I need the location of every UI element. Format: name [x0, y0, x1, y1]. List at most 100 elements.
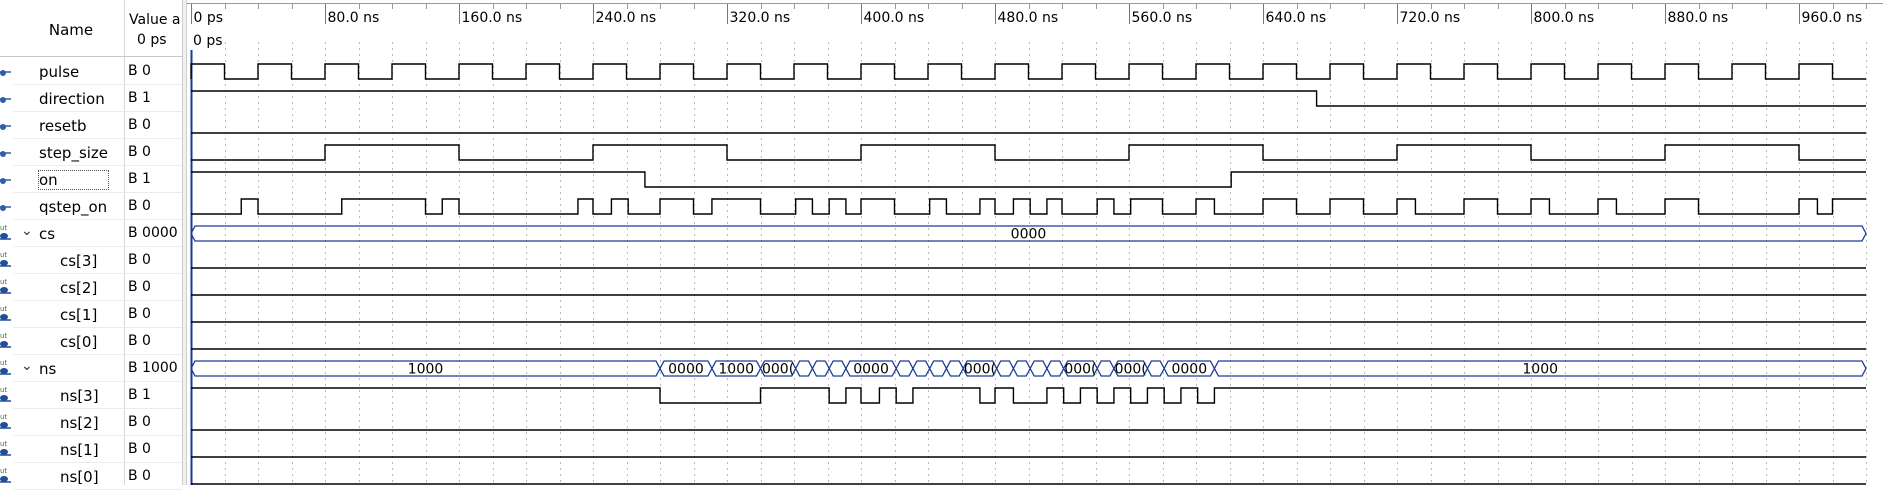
- row-separator: [13, 435, 182, 436]
- output-pin-icon: ut: [0, 409, 12, 436]
- signal-value: B 0: [128, 252, 151, 268]
- row-separator: [13, 462, 182, 463]
- signal-row-pulse[interactable]: pulse B 0: [0, 58, 182, 85]
- time-tick-label: 480.0 ns: [998, 10, 1059, 26]
- time-tick-label: 240.0 ns: [596, 10, 657, 26]
- input-pin-icon: [0, 166, 12, 193]
- signal-name: ns[0]: [60, 468, 99, 486]
- signal-name: cs[2]: [60, 279, 98, 297]
- signal-value: B 0: [128, 117, 151, 133]
- svg-text:ut: ut: [0, 278, 7, 286]
- signal-row-step_size[interactable]: step_size B 0: [0, 139, 182, 166]
- output-pin-icon: ut: [0, 355, 12, 382]
- time-tick-label: 80.0 ns: [328, 10, 380, 26]
- signal-row-cs1[interactable]: ut cs[1] B 0: [0, 301, 182, 328]
- value-column-time: 0 ps: [137, 32, 167, 48]
- signal-name: step_size: [39, 144, 109, 162]
- signal-value: B 0: [128, 279, 151, 295]
- output-pin-icon: ut: [0, 436, 12, 463]
- row-separator: [13, 246, 182, 247]
- expand-chevron-icon[interactable]: ⌄: [21, 223, 33, 239]
- name-column-header[interactable]: Name: [48, 21, 94, 39]
- waveform-canvas[interactable]: 0 ps 80.0 ns 160.0 ns 240.0 ns 320.0 ns 400.0…: [187, 0, 1883, 485]
- row-separator: [13, 354, 182, 355]
- bus-segment: [928, 360, 948, 377]
- time-tick-label: 960.0 ns: [1802, 10, 1863, 26]
- time-tick-label: 880.0 ns: [1668, 10, 1729, 26]
- signal-row-ns[interactable]: ut ⌄ ns B 1000: [0, 355, 182, 382]
- signal-row-ns2[interactable]: ut ns[2] B 0: [0, 409, 182, 436]
- output-pin-icon: ut: [0, 382, 12, 409]
- time-tick-label: 320.0 ns: [730, 10, 791, 26]
- signal-row-on[interactable]: on B 1: [0, 166, 182, 193]
- svg-text:ut: ut: [0, 440, 7, 448]
- signal-row-cs[interactable]: ut ⌄ cs B 0000: [0, 220, 182, 247]
- row-separator: [13, 408, 182, 409]
- bus-segment: [912, 360, 931, 377]
- input-pin-icon: [0, 193, 12, 220]
- signal-value: B 0000: [128, 225, 178, 241]
- signal-row-qstep_on[interactable]: qstep_on B 0: [0, 193, 182, 220]
- signal-value: B 1: [128, 90, 151, 106]
- time-tick-label: 640.0 ns: [1266, 10, 1327, 26]
- bus-value-label: 000(: [762, 362, 794, 378]
- signal-row-ns3[interactable]: ut ns[3] B 1: [0, 382, 182, 409]
- row-separator: [13, 300, 182, 301]
- output-pin-icon: ut: [0, 301, 12, 328]
- signal-row-cs2[interactable]: ut cs[2] B 0: [0, 274, 182, 301]
- signal-name: ns[1]: [60, 441, 99, 459]
- bus-segment: [1096, 360, 1115, 377]
- signal-value: B 0: [128, 441, 151, 457]
- row-separator: [13, 219, 182, 220]
- grid-lines: [225, 42, 1867, 485]
- input-pin-icon: [0, 112, 12, 139]
- signal-name: resetb: [39, 117, 87, 135]
- time-tick-label: 720.0 ns: [1400, 10, 1461, 26]
- bus-value-label: 1000: [718, 362, 754, 378]
- waveform-panel[interactable]: 0 ps 80.0 ns 160.0 ns 240.0 ns 320.0 ns 400.0…: [187, 0, 1883, 485]
- wave-pulse: [190, 63, 1866, 80]
- wave-step_size: [191, 144, 1866, 161]
- signal-row-direction[interactable]: direction B 1: [0, 85, 182, 112]
- bus-segment: [828, 360, 847, 377]
- svg-text:ut: ut: [0, 332, 7, 340]
- signal-name: cs: [39, 225, 56, 243]
- row-separator: [13, 111, 182, 112]
- input-pin-icon: [0, 85, 12, 112]
- column-divider[interactable]: [124, 0, 125, 485]
- signal-row-ns1[interactable]: ut ns[1] B 0: [0, 436, 182, 463]
- output-pin-icon: ut: [0, 463, 12, 490]
- bus-value-label: 0000: [1011, 227, 1047, 243]
- input-pin-icon: [0, 58, 12, 85]
- bus-value-label: 0000: [853, 362, 889, 378]
- signal-value: B 1: [128, 171, 151, 187]
- output-pin-icon: ut: [0, 220, 12, 247]
- signal-value: B 0: [128, 333, 151, 349]
- signal-list-panel: Name Value a 0 ps pulse B 0 direction B 1 re…: [0, 0, 187, 490]
- expand-chevron-icon[interactable]: ⌄: [21, 358, 33, 374]
- signal-row-ns0[interactable]: ut ns[0] B 0: [0, 463, 182, 490]
- bus-value-label: 0000: [668, 362, 704, 378]
- bus-segment: [1213, 360, 1867, 377]
- signal-value: B 0: [128, 414, 151, 430]
- svg-text:ut: ut: [0, 224, 7, 232]
- signal-value: B 1: [128, 387, 151, 403]
- signal-name: ns: [39, 360, 57, 378]
- signal-name: on: [38, 170, 109, 190]
- value-column-header[interactable]: Value a: [129, 12, 181, 28]
- svg-text:ut: ut: [0, 413, 7, 421]
- bus-segment: [1012, 360, 1031, 377]
- bus-value-label: 000(: [1115, 362, 1147, 378]
- signal-row-cs0[interactable]: ut cs[0] B 0: [0, 328, 182, 355]
- signal-waveforms: 0000 1000 0000 1000 000(0000 000(000(000(0000…: [190, 63, 1867, 485]
- bus-segment: [190, 225, 1867, 242]
- pane-splitter[interactable]: [182, 0, 187, 485]
- row-separator: [13, 165, 182, 166]
- input-pin-icon: [0, 139, 12, 166]
- output-pin-icon: ut: [0, 328, 12, 355]
- bus-value-label: 000(: [1064, 362, 1096, 378]
- signal-name: ns[3]: [60, 387, 99, 405]
- signal-row-resetb[interactable]: resetb B 0: [0, 112, 182, 139]
- wave-direction: [191, 90, 1866, 107]
- signal-row-cs3[interactable]: ut cs[3] B 0: [0, 247, 182, 274]
